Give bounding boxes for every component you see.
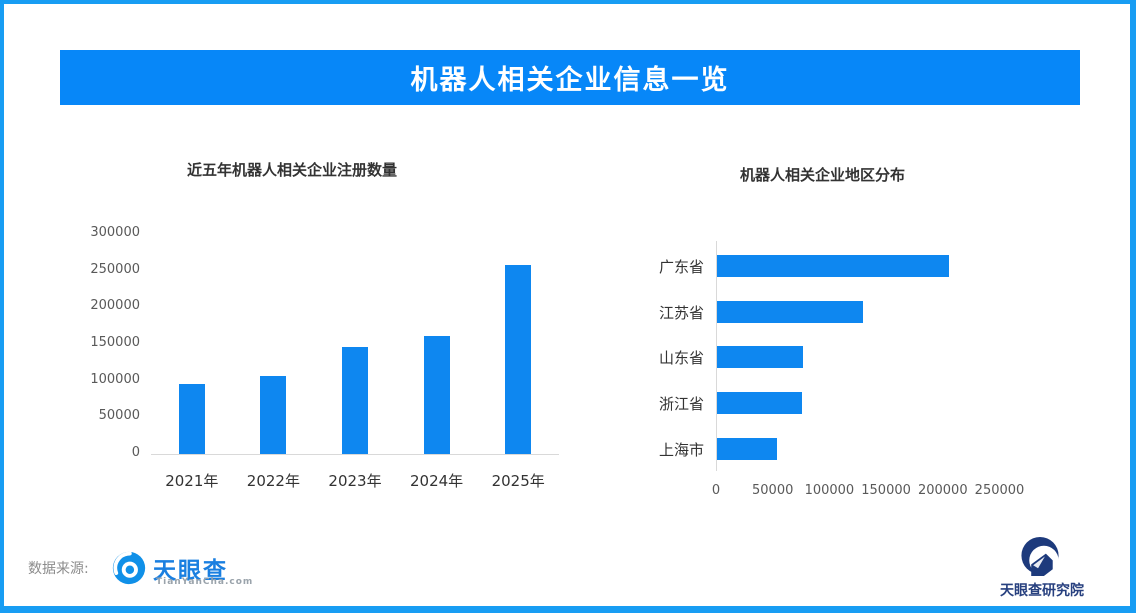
y-axis-tick-label: 150000 xyxy=(90,335,140,350)
x-axis-tick-label: 150000 xyxy=(861,483,911,498)
bar-山东省 xyxy=(717,346,804,369)
bar-2022年 xyxy=(260,376,287,454)
research-institute-logo-icon xyxy=(1021,536,1059,577)
research-institute-logo-text: 天眼查研究院 xyxy=(1000,583,1084,599)
category-label-山东省: 山东省 xyxy=(658,349,704,368)
tianyancha-logo-subtext: TianYanCha.com xyxy=(156,577,254,587)
category-label-浙江省: 浙江省 xyxy=(658,395,704,414)
x-axis-tick-label: 50000 xyxy=(752,483,794,498)
x-axis-line xyxy=(151,454,559,455)
bar-广东省 xyxy=(717,255,950,277)
tianyancha-logo-icon xyxy=(112,551,146,585)
x-axis-tick-label: 0 xyxy=(711,483,721,498)
x-axis-category-label: 2024年 xyxy=(410,472,464,490)
page-title: 机器人相关企业信息一览 xyxy=(410,65,730,96)
category-label-广东省: 广东省 xyxy=(658,258,704,276)
left-chart-title: 近五年机器人相关企业注册数量 xyxy=(187,161,398,179)
bar-2025年 xyxy=(505,264,532,454)
x-axis-category-label: 2023年 xyxy=(328,472,382,490)
tianyancha-logo-text: 天眼查 xyxy=(153,558,228,584)
bar-江苏省 xyxy=(717,300,864,323)
category-label-江苏省: 江苏省 xyxy=(658,303,704,322)
x-axis-tick-label: 200000 xyxy=(917,483,968,498)
category-label-上海市: 上海市 xyxy=(658,440,704,459)
x-axis-tick-label: 100000 xyxy=(804,483,855,498)
y-axis-tick-label: 300000 xyxy=(90,225,140,240)
x-axis-category-label: 2022年 xyxy=(246,472,300,490)
right-chart-title: 机器人相关企业地区分布 xyxy=(740,166,906,184)
x-axis-tick-label: 250000 xyxy=(974,483,1025,498)
bar-2021年 xyxy=(178,384,205,454)
bar-上海市 xyxy=(717,437,778,460)
y-axis-tick-label: 200000 xyxy=(90,298,140,314)
y-axis-tick-label: 0 xyxy=(131,445,140,460)
x-axis-category-label: 2021年 xyxy=(165,472,219,490)
y-axis-tick-label: 100000 xyxy=(90,371,140,387)
y-axis-tick-label: 50000 xyxy=(98,408,140,424)
bar-2023年 xyxy=(342,346,368,454)
data-source-label: 数据来源: xyxy=(28,561,89,577)
bar-浙江省 xyxy=(717,392,803,415)
y-axis-line xyxy=(716,241,717,471)
title-banner: 机器人相关企业信息一览 xyxy=(60,50,1080,105)
y-axis-tick-label: 250000 xyxy=(90,261,140,277)
x-axis-category-label: 2025年 xyxy=(491,472,545,490)
bar-2024年 xyxy=(423,335,450,454)
